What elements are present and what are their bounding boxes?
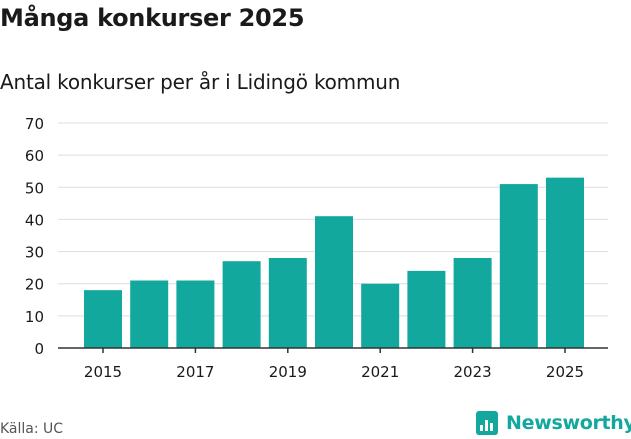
x-tick-label-2023: 2023 [454, 363, 492, 381]
x-tick-label-2019: 2019 [269, 363, 307, 381]
x-tick-label-2025: 2025 [546, 363, 584, 381]
bar-2024 [499, 184, 538, 348]
chart-title: Många konkurser 2025 [0, 4, 305, 32]
x-tick-label-2021: 2021 [361, 363, 399, 381]
brand-name: Newsworthy [506, 412, 631, 434]
bar-2018 [222, 261, 261, 348]
bar-2020 [315, 216, 353, 348]
bar-2021 [361, 283, 400, 348]
bar-2025 [546, 177, 584, 348]
x-tick-label-2015: 2015 [84, 363, 122, 381]
y-tick-label-60: 60 [25, 147, 44, 165]
bar-2023 [453, 258, 492, 348]
newsworthy-logo-icon [476, 411, 498, 435]
y-tick-label-50: 50 [25, 179, 44, 197]
y-tick-label-20: 20 [25, 276, 44, 294]
bar-2017 [176, 280, 215, 348]
bar-2015 [84, 290, 122, 348]
bar-2019 [268, 258, 307, 348]
bar-2022 [407, 270, 446, 348]
y-tick-label-40: 40 [25, 211, 44, 229]
source-label: Källa: UC [0, 421, 64, 437]
y-tick-label-10: 10 [25, 308, 44, 326]
x-tick-label-2017: 2017 [176, 363, 214, 381]
brand-logo: Newsworthy [476, 410, 631, 436]
y-tick-label-70: 70 [25, 115, 44, 133]
y-tick-label-0: 0 [34, 340, 44, 358]
bar-2016 [130, 280, 169, 348]
bar-chart: 0 10 20 30 40 50 60 70 2015 2017 2019 2021 2023 2025 [25, 115, 608, 381]
y-tick-label-30: 30 [25, 244, 44, 262]
chart-subtitle: Antal konkurser per år i Lidingö kommun [0, 70, 401, 94]
